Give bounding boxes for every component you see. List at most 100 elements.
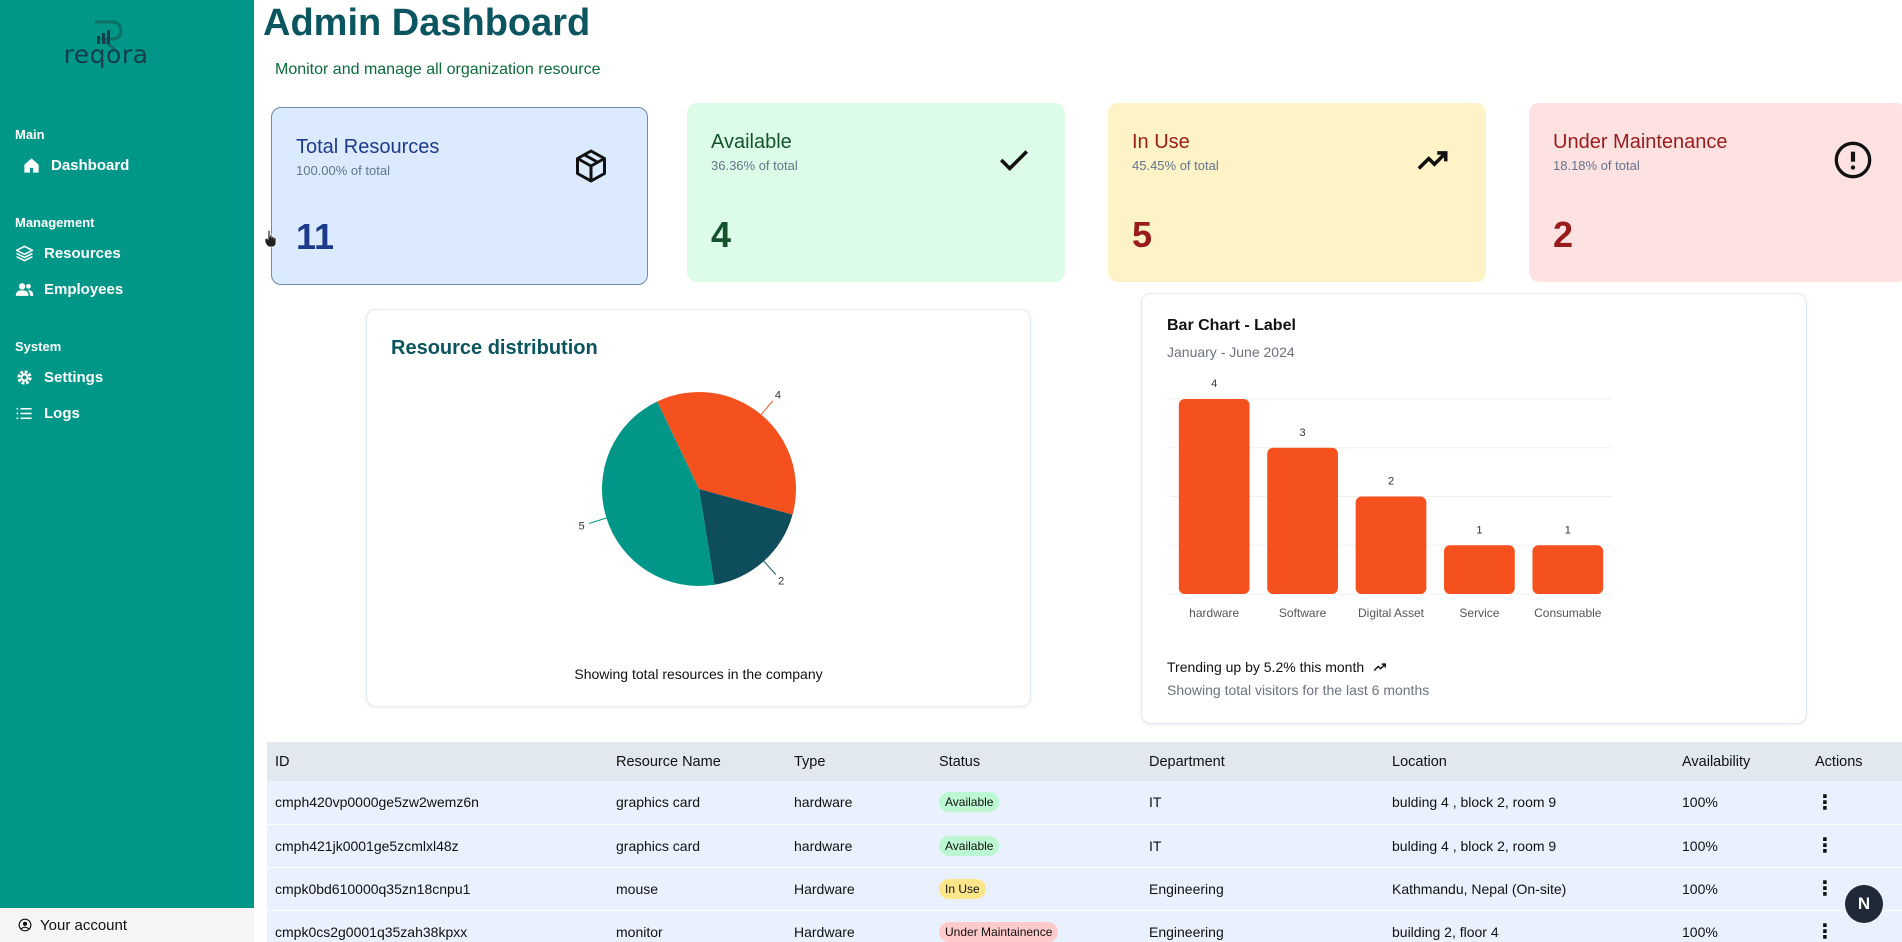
account-button[interactable]: Your account [0,908,254,942]
pie-chart: 4 2 5 [579,390,796,588]
page-subtitle: Monitor and manage all organization reso… [275,61,601,78]
table-row[interactable]: cmpk0bd610000q35zn18cnpu1 mouse Hardware… [267,867,1902,911]
stat-percent: 45.45% of total [1132,158,1219,173]
cell-type: hardware [786,781,931,825]
page-title: Admin Dashboard [263,2,591,44]
stat-percent: 18.18% of total [1553,158,1640,173]
bar-chart-footer: Showing total visitors for the last 6 mo… [1167,682,1430,698]
stat-card-maintenance[interactable]: Under Maintenance 18.18% of total 2 [1529,103,1902,282]
trending-up-icon [1373,663,1387,672]
bar-chart-card: Bar Chart - Label January - June 2024 4 h… [1141,293,1807,724]
bar-chart-subtitle: January - June 2024 [1167,344,1295,360]
cell-id: cmpk0bd610000q35zn18cnpu1 [267,867,608,911]
column-header-availability[interactable]: Availability [1674,742,1807,781]
cell-availability: 100% [1674,910,1807,942]
more-vertical-icon[interactable]: ⋮ [1815,791,1835,814]
sidebar-item-dashboard[interactable]: Dashboard [22,156,129,175]
pie-data-label: 2 [778,576,784,588]
bar-software[interactable] [1267,447,1338,594]
nav-section-management: Management [15,215,95,230]
status-badge: Available [939,835,1000,856]
more-vertical-icon[interactable]: ⋮ [1815,835,1835,857]
sidebar-item-label: Dashboard [51,157,130,174]
pie-data-label: 5 [579,521,585,533]
floating-dev-badge[interactable]: N [1845,885,1883,923]
sidebar-item-logs[interactable]: Logs [15,404,80,423]
cell-department: IT [1141,824,1384,868]
bar-hardware[interactable] [1178,399,1250,594]
cell-status: Available [931,781,1141,825]
x-tick-label: Digital Asset [1358,606,1425,620]
pie-chart-footer: Showing total resources in the company [574,666,823,682]
pie-label-line [760,400,774,415]
bar-digital-asset[interactable] [1355,496,1427,595]
cell-name: monitor [608,910,786,942]
pie-data-label: 4 [775,390,781,402]
users-icon [15,283,34,296]
package-icon [576,149,606,183]
status-badge: In Use [939,878,986,899]
cell-actions: ⋮ [1807,910,1902,942]
bar-value-label: 1 [1565,524,1571,536]
cell-status: Under Maintainence [931,910,1141,942]
sidebar-item-settings[interactable]: Settings [15,368,103,387]
cell-name: mouse [608,867,786,911]
cell-type: Hardware [786,867,931,911]
stat-value: 5 [1132,214,1153,255]
cell-status: Available [931,824,1141,868]
cell-type: Hardware [786,910,931,942]
cell-availability: 100% [1674,867,1807,911]
column-header-type[interactable]: Type [786,742,931,781]
stat-card-available[interactable]: Available 36.36% of total 4 [687,103,1065,282]
sidebar-item-resources[interactable]: Resources [15,244,121,263]
stat-value: 4 [711,214,732,255]
bar-chart-trend: Trending up by 5.2% this month [1167,659,1388,675]
pie-slice[interactable] [657,392,796,515]
logo-text: reqora [63,40,149,69]
stat-value: 2 [1553,214,1574,255]
stat-percent: 36.36% of total [711,158,798,173]
cell-location: Kathmandu, Nepal (On-site) [1384,867,1674,911]
cell-type: hardware [786,824,931,868]
sidebar-item-employees[interactable]: Employees [15,280,123,299]
bar-value-label: 1 [1476,524,1482,536]
stat-label: Total Resources [296,136,440,158]
sidebar: reqora Main Dashboard Management Resourc… [0,0,254,942]
column-header-location[interactable]: Location [1384,742,1674,781]
column-header-status[interactable]: Status [931,742,1141,781]
pie-slice[interactable] [602,401,715,586]
column-header-department[interactable]: Department [1141,742,1384,781]
more-vertical-icon[interactable]: ⋮ [1815,878,1835,900]
cell-name: graphics card [608,781,786,825]
stat-value: 11 [296,216,335,257]
stat-card-total[interactable]: Total Resources 100.00% of total 11 [271,107,648,285]
stat-card-in-use[interactable]: In Use 45.45% of total 5 [1108,103,1486,282]
x-tick-label: Software [1279,606,1327,620]
cell-id: cmph421jk0001ge5zcmlxl48z [267,824,608,868]
column-header-name[interactable]: Resource Name [608,742,786,781]
table-row[interactable]: cmpk0cs2g0001q35zah38kpxx monitor Hardwa… [267,910,1902,942]
sidebar-item-label: Logs [44,405,80,422]
bar-service[interactable] [1444,545,1515,594]
pie-label-line [763,560,777,575]
bar-chart-title: Bar Chart - Label [1167,317,1296,334]
status-badge: Available [939,792,1000,813]
stat-label: Under Maintenance [1553,131,1728,153]
pie-chart-card: Resource distribution 4 2 5 Showing total … [366,309,1031,707]
table-row[interactable]: cmph420vp0000ge5zw2wemz6n graphics card … [267,781,1902,825]
home-icon [24,158,39,173]
cell-status: In Use [931,867,1141,911]
more-vertical-icon[interactable]: ⋮ [1815,921,1835,942]
pie-chart-title: Resource distribution [391,337,598,359]
pie-slice[interactable] [699,489,793,585]
column-header-id[interactable]: ID [267,742,608,781]
layers-icon [15,245,34,262]
bar-value-label: 3 [1300,427,1306,439]
pie-label-line [589,517,607,524]
sidebar-item-label: Employees [44,281,124,298]
app-logo[interactable]: reqora [56,20,156,76]
list-icon [16,407,32,420]
table-row[interactable]: cmph421jk0001ge5zcmlxl48z graphics card … [267,824,1902,868]
logo-mark-icon [95,20,123,50]
bar-consumable[interactable] [1532,545,1604,594]
